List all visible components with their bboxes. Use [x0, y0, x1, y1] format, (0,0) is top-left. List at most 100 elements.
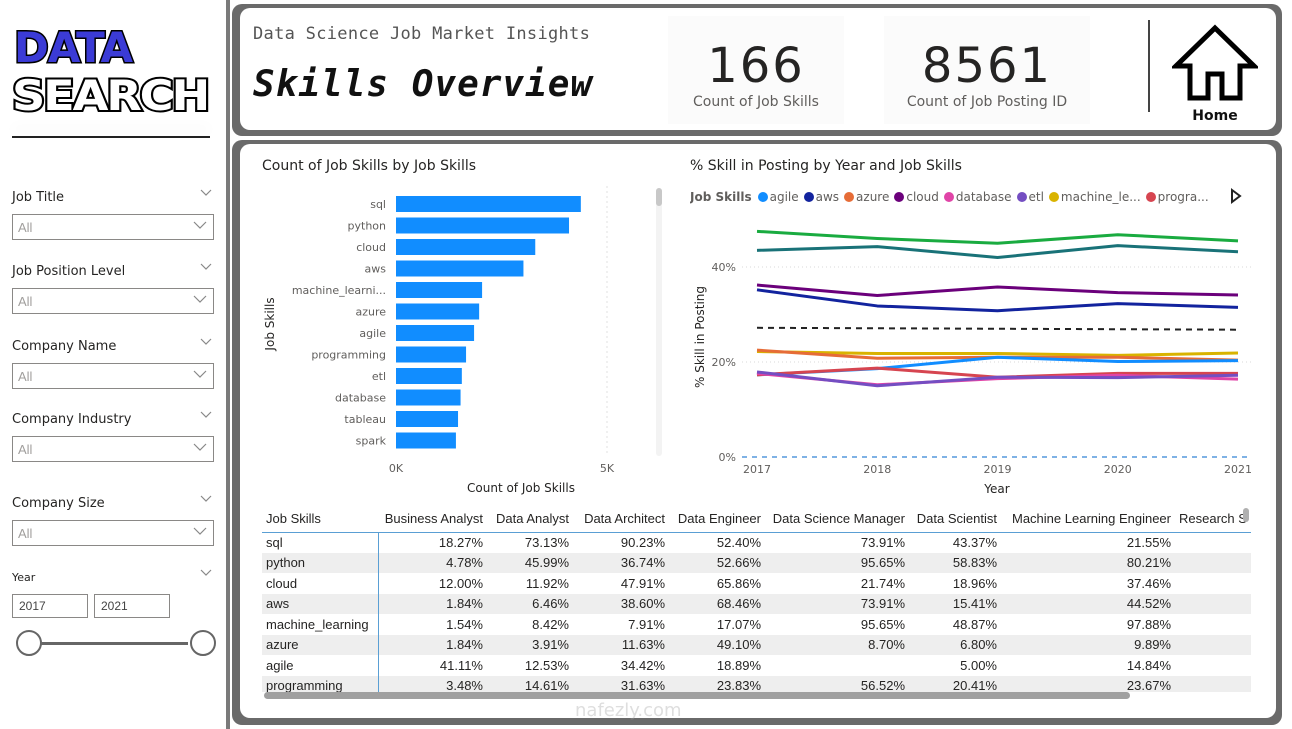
chevron-down-icon[interactable]	[200, 495, 212, 503]
slicer-dropdown[interactable]: All	[12, 214, 214, 240]
bar-programming[interactable]	[396, 346, 467, 363]
sidebar-border	[226, 0, 230, 729]
bar-database[interactable]	[396, 389, 461, 406]
bar-python[interactable]	[396, 217, 570, 234]
column-header[interactable]: Data Architect	[573, 506, 669, 533]
series-line-sql[interactable]	[756, 244, 1239, 259]
table-cell	[1175, 532, 1251, 553]
logo-divider	[12, 136, 210, 138]
column-header[interactable]: Research S	[1175, 506, 1251, 533]
bar-chart-scroll-thumb[interactable]	[656, 188, 662, 206]
table-cell: 23.83%	[669, 675, 765, 692]
table-cell: 14.84%	[1126, 657, 1171, 673]
slicer-dropdown[interactable]: All	[12, 520, 214, 546]
slider-thumb-end[interactable]	[190, 630, 216, 656]
table-cell: 8.42%	[532, 616, 569, 632]
series-line-aws[interactable]	[756, 288, 1239, 313]
legend-dot-icon	[1016, 192, 1027, 202]
table-row[interactable]: cloud 12.00% 11.92% 47.91% 65.86% 21.74% 18.96…	[262, 573, 1251, 594]
series-line-python[interactable]	[756, 229, 1239, 245]
legend-item[interactable]: cloud	[894, 190, 939, 204]
legend-item[interactable]: etl	[1016, 190, 1044, 204]
table-row[interactable]: machine_learning 1.54% 8.42% 7.91% 17.07% 95.…	[262, 614, 1251, 635]
legend-label: progra...	[1157, 190, 1209, 204]
slicer-dropdown[interactable]: All	[12, 436, 214, 462]
bar-sql[interactable]	[396, 196, 581, 212]
chevron-down-icon[interactable]	[200, 263, 212, 271]
chevron-down-icon	[193, 295, 207, 303]
legend-dot-icon	[1048, 192, 1059, 202]
legend-item[interactable]: azure	[844, 190, 889, 204]
legend-item[interactable]: progra...	[1145, 190, 1209, 204]
bar-aws[interactable]	[396, 260, 524, 277]
bar-etl[interactable]	[396, 368, 462, 384]
legend-label: etl	[1028, 190, 1044, 204]
table-row[interactable]: agile 41.11% 12.53% 34.42% 18.89% 5.00% 14.84%	[262, 655, 1251, 676]
chevron-down-icon[interactable]	[200, 411, 212, 419]
category-label: etl	[372, 370, 386, 383]
legend-dot-icon	[757, 192, 768, 202]
legend-next-arrow-icon[interactable]	[1230, 188, 1242, 204]
table-cell: 14.61%	[487, 675, 573, 692]
slicer-label: Company Size	[12, 496, 105, 511]
slicer-dropdown[interactable]: All	[12, 288, 214, 314]
table-row[interactable]: sql 18.27% 73.13% 90.23% 52.40% 73.91% 43.37% 2…	[262, 532, 1251, 553]
table-row[interactable]: python 4.78% 45.99% 36.74% 52.66% 95.65% 58.83…	[262, 552, 1251, 573]
column-header[interactable]: Data Analyst	[487, 506, 573, 533]
bar-tableau[interactable]	[396, 411, 459, 427]
chevron-down-icon	[193, 527, 207, 535]
kpi-label: Count of Job Skills	[693, 94, 819, 110]
x-tick-label: 2019	[984, 463, 1012, 476]
x-tick-label: 2020	[1104, 463, 1132, 476]
slicer-label: Job Position Level	[12, 264, 126, 279]
series-line-machine_learning[interactable]	[756, 350, 1239, 357]
column-header[interactable]: Data Scientist	[909, 506, 1001, 533]
legend-item[interactable]: database	[943, 190, 1012, 204]
bar-agile[interactable]	[396, 325, 475, 341]
column-header[interactable]: Machine Learning Engineer	[1001, 506, 1175, 533]
slider-thumb-start[interactable]	[16, 630, 42, 656]
chevron-down-icon[interactable]	[200, 569, 212, 577]
year-to-input[interactable]: 2021	[94, 594, 170, 618]
y-axis-title: % Skill in Posting	[693, 286, 707, 388]
series-line-cloud[interactable]	[756, 283, 1239, 297]
table-cell: 6.80%	[909, 634, 1001, 655]
table-row[interactable]: azure 1.84% 3.91% 11.63% 49.10% 8.70% 6.80% 9.8…	[262, 634, 1251, 655]
slicer-dropdown[interactable]: All	[12, 363, 214, 389]
table-cell: 37.46%	[1126, 575, 1171, 591]
bar-azure[interactable]	[396, 303, 480, 320]
table-cell: 43.37%	[952, 535, 997, 550]
x-axis-title: Year	[983, 482, 1009, 496]
bar-cloud[interactable]	[396, 239, 536, 255]
legend-item[interactable]: agile	[757, 190, 799, 204]
legend-item[interactable]: machine_le...	[1048, 190, 1141, 204]
table-row[interactable]: aws 1.84% 6.46% 38.60% 68.46% 73.91% 15.41% 44.…	[262, 593, 1251, 614]
column-header[interactable]: Data Engineer	[669, 506, 765, 533]
column-header[interactable]: Business Analyst	[378, 506, 487, 533]
series-line-average[interactable]	[756, 326, 1239, 331]
home-label: Home	[1192, 108, 1238, 124]
row-header-cell: machine_learning	[262, 614, 379, 635]
bar-chart-scrollbar[interactable]	[656, 188, 662, 456]
chevron-down-icon[interactable]	[200, 189, 212, 197]
bar-spark[interactable]	[396, 432, 456, 449]
chevron-down-icon[interactable]	[200, 338, 212, 346]
legend-title: Job Skills	[690, 190, 752, 204]
year-from-input[interactable]: 2017	[12, 594, 88, 618]
matrix-horizontal-scrollbar[interactable]	[264, 692, 1130, 699]
table-cell	[765, 655, 909, 676]
legend-item[interactable]: aws	[803, 190, 839, 204]
row-header-cell: agile	[262, 655, 379, 676]
table-row[interactable]: programming 3.48% 14.61% 31.63% 23.83% 56.52%…	[262, 675, 1251, 692]
matrix-vertical-scrollbar[interactable]	[1243, 508, 1249, 522]
series-line-etl[interactable]	[756, 370, 1239, 388]
table-cell	[1175, 675, 1251, 692]
home-button[interactable]: Home	[1169, 24, 1261, 128]
table-cell: 1.84%	[378, 634, 487, 655]
column-header[interactable]: Job Skills	[262, 506, 378, 533]
year-range-slider[interactable]	[12, 628, 216, 658]
kpi-value: 8561	[921, 38, 1053, 94]
bar-machine_learni[interactable]	[396, 282, 483, 298]
row-header-cell: cloud	[262, 573, 379, 594]
column-header[interactable]: Data Science Manager	[765, 506, 909, 533]
